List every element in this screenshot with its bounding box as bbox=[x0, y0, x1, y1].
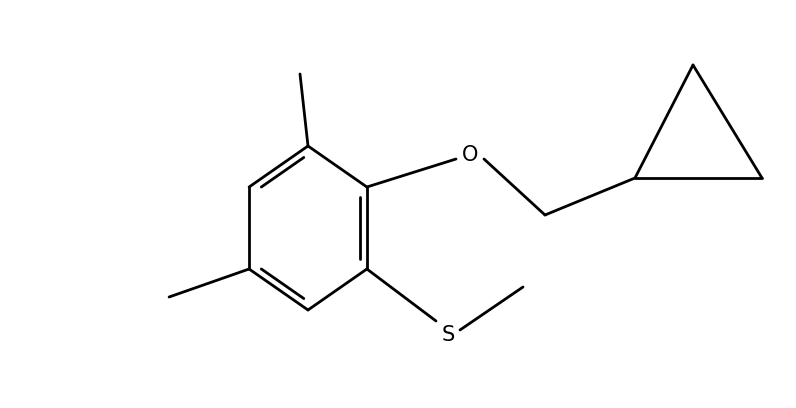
Text: S: S bbox=[441, 325, 455, 345]
Text: O: O bbox=[462, 145, 478, 165]
